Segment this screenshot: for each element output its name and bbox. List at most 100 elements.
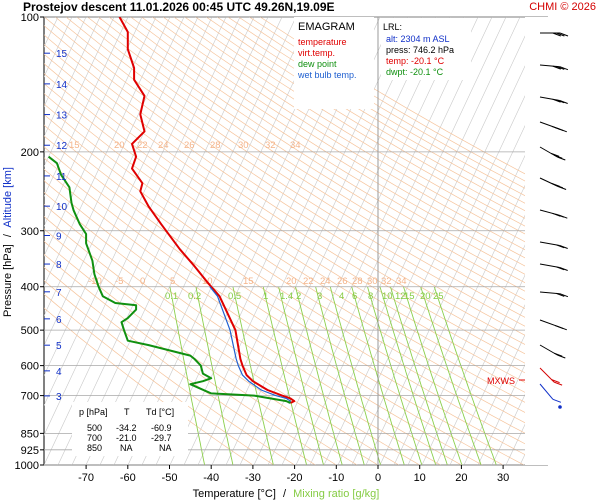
y-tick-label: 500 bbox=[21, 325, 39, 337]
theta-label: 30 bbox=[367, 276, 378, 287]
y-tick-label: 200 bbox=[21, 147, 39, 159]
wind-barb-flag bbox=[555, 325, 564, 330]
y-axis-label-altitude: Altitude [km] bbox=[2, 167, 14, 228]
grid-line bbox=[44, 17, 87, 108]
grid-line bbox=[477, 317, 547, 465]
mixing-ratio-label: 20 bbox=[420, 291, 431, 302]
mixing-ratio-label: 10 bbox=[382, 291, 393, 302]
dry-adiabat bbox=[184, 17, 547, 239]
dry-adiabat bbox=[119, 17, 547, 287]
altitude-label: 8 bbox=[56, 260, 62, 271]
wind-panel bbox=[525, 17, 587, 465]
dry-adiabat bbox=[141, 17, 547, 270]
x-tick-label: -70 bbox=[78, 472, 94, 484]
mixing-ratio-label: 3 bbox=[317, 291, 322, 302]
grid-line bbox=[44, 17, 129, 197]
wind-barb-flag bbox=[557, 156, 566, 161]
lrl-altitude: alt: 2304 m ASL bbox=[386, 34, 450, 44]
grid-line bbox=[309, 17, 521, 465]
dry-adiabat bbox=[216, 17, 547, 216]
grid-line bbox=[44, 17, 171, 287]
x-tick-label: -40 bbox=[203, 472, 219, 484]
wind-barb-flag bbox=[552, 98, 561, 103]
dry-adiabat bbox=[54, 17, 547, 339]
grid-line bbox=[99, 17, 311, 465]
grid-line bbox=[407, 167, 547, 465]
table-cell: -21.0 bbox=[116, 433, 137, 443]
lrl-pressure: press: 746.2 hPa bbox=[386, 45, 454, 55]
grid-line bbox=[590, 17, 600, 465]
mxws-label: MXWS bbox=[487, 376, 515, 386]
mixing-ratio-label: 12 bbox=[395, 291, 406, 302]
y-axis-title: Pressure [hPa] / Altitude [km] bbox=[2, 167, 14, 317]
table-cell: -34.2 bbox=[116, 423, 137, 433]
table-cell: -60.9 bbox=[151, 423, 172, 433]
theta-label: 5 bbox=[170, 276, 175, 287]
x-tick-label: 0 bbox=[375, 472, 381, 484]
altitude-label: 9 bbox=[56, 232, 62, 243]
theta-label: 22 bbox=[303, 276, 314, 287]
wind-barb-flag bbox=[559, 245, 568, 249]
dry-adiabat bbox=[76, 17, 547, 321]
x-tick-label: 20 bbox=[455, 472, 467, 484]
x-tick-label: -60 bbox=[120, 472, 136, 484]
mixing-ratio-label: 4 bbox=[339, 291, 344, 302]
x-tick-label: -20 bbox=[287, 472, 303, 484]
y-tick-label: 300 bbox=[21, 226, 39, 238]
grid-line bbox=[393, 137, 547, 465]
x-tick-label: -30 bbox=[245, 472, 261, 484]
series-line-dew-point bbox=[47, 155, 291, 404]
theta-label: -10 bbox=[88, 276, 102, 287]
lrl-dewpoint: dwpt: -20.1 °C bbox=[386, 67, 444, 77]
grid-line bbox=[44, 17, 199, 347]
wind-barb-flag bbox=[556, 32, 565, 37]
table-cell: NA bbox=[120, 443, 133, 453]
series-line-wet-bulb-temp- bbox=[209, 286, 291, 404]
dry-adiabat bbox=[98, 17, 547, 304]
y-tick-label: 700 bbox=[21, 391, 39, 403]
table-cell: 850 bbox=[87, 443, 102, 453]
theta-label: 26 bbox=[337, 276, 348, 287]
wind-barb-flag bbox=[550, 152, 560, 157]
series-line-temperature bbox=[118, 17, 296, 404]
wind-barb-flag bbox=[559, 293, 569, 298]
dry-adiabat bbox=[44, 83, 547, 415]
mixing-ratio-label: 15 bbox=[404, 291, 415, 302]
grid-line bbox=[44, 17, 241, 436]
wind-barbs bbox=[525, 17, 587, 465]
grid-line bbox=[0, 17, 2, 465]
y-axis-separator: / bbox=[2, 233, 14, 237]
altitude-label: 15 bbox=[56, 49, 68, 60]
y-tick-label: 850 bbox=[21, 428, 39, 440]
mixing-ratio-label: 0.5 bbox=[228, 291, 241, 302]
mixing-ratio-label: 6 bbox=[352, 291, 357, 302]
dry-adiabat bbox=[44, 34, 547, 366]
y-tick-label: 400 bbox=[21, 282, 39, 294]
wind-barb bbox=[539, 383, 554, 400]
grid-line bbox=[281, 17, 493, 465]
chart-title: Prostejov descent 11.01.2026 00:45 UTC 4… bbox=[23, 0, 335, 14]
grid-line bbox=[295, 17, 507, 465]
theta-label: 34 bbox=[290, 140, 301, 151]
dry-adiabat bbox=[130, 17, 547, 278]
x-axis-label-mixing-ratio: Mixing ratio [g/kg] bbox=[293, 488, 379, 500]
grid-line bbox=[337, 18, 547, 465]
table-header-t: T bbox=[124, 407, 130, 417]
dry-adiabat bbox=[44, 53, 547, 385]
legend: EMAGRAM temperature virt.temp. dew point… bbox=[294, 17, 374, 109]
wind-barb-flag bbox=[551, 182, 560, 187]
wind-barb-flag bbox=[559, 100, 568, 104]
data-table: p [hPa] T Td [°C] 500 -34.2 -60.9 700 -2… bbox=[72, 402, 188, 456]
mixing-ratio-label: 1.4 bbox=[280, 291, 293, 302]
mixing-ratio-label: 0.1 bbox=[165, 291, 178, 302]
theta-label: 0 bbox=[140, 276, 145, 287]
mixing-ratio-label: 8 bbox=[368, 291, 373, 302]
background-labels: 15 20 22 24 26 28 30 32 34-10 -5 0 5 10 15 20 22 24 26 28 3… bbox=[69, 140, 444, 302]
grid-line bbox=[44, 17, 157, 257]
theta-label: 15 bbox=[243, 276, 254, 287]
mixing-ratio-label: 25 bbox=[433, 291, 444, 302]
legend-title: EMAGRAM bbox=[298, 21, 355, 33]
dry-adiabat bbox=[108, 17, 547, 295]
y-axis-label-pressure: Pressure [hPa] bbox=[2, 244, 14, 317]
